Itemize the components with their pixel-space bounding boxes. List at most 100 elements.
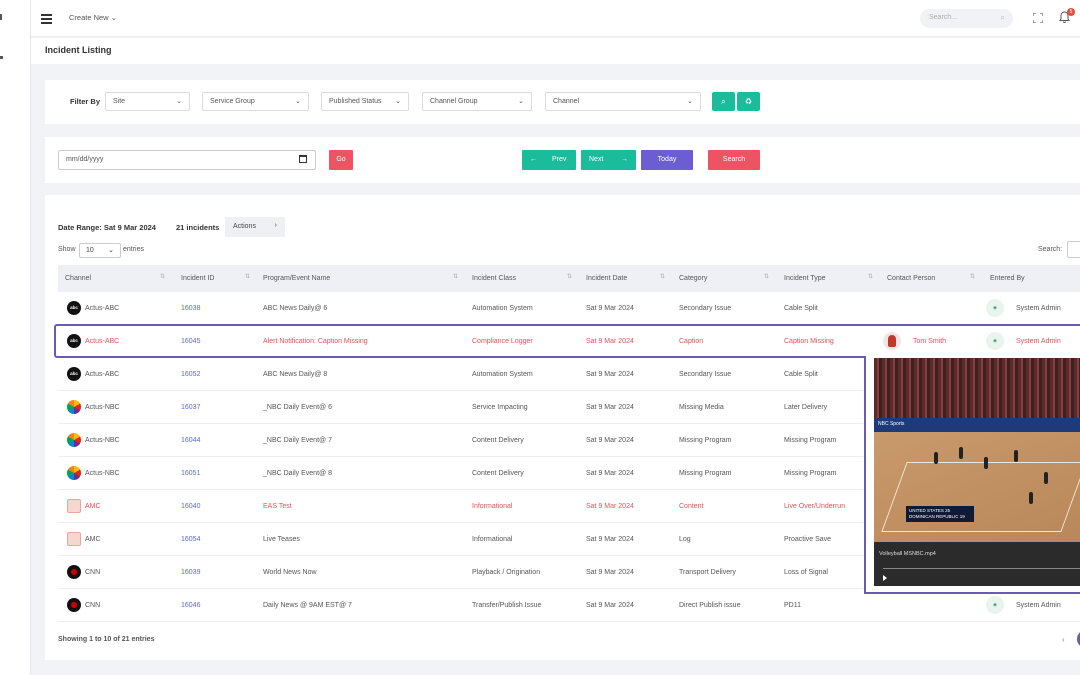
date-input[interactable]: mm/dd/yyyy — [58, 150, 316, 170]
filter-card: Filter By Site ⌄ Service Group ⌄ Published… — [45, 80, 1080, 124]
prev-button[interactable]: ← Prev — [522, 150, 576, 170]
sort-icon[interactable]: ⇅ — [868, 274, 874, 280]
date-input-placeholder: mm/dd/yyyy — [66, 156, 104, 163]
go-button[interactable]: Go — [329, 150, 353, 170]
pagination-prev-icon[interactable]: ‹ — [1062, 635, 1065, 644]
class-cell: Automation System — [472, 305, 533, 312]
incident-id-link[interactable]: 16038 — [181, 305, 201, 312]
channel-cell: Actus-ABC — [85, 338, 120, 345]
program-cell: Live Teases — [263, 536, 300, 543]
incident-id-link[interactable]: 16039 — [181, 569, 201, 576]
column-header[interactable]: Incident ID — [181, 275, 215, 282]
column-header[interactable]: Channel — [65, 275, 92, 282]
table-row[interactable]: abc Actus-ABC 16038 ABC News Daily@ 6 Au… — [58, 292, 1080, 325]
incident-id-link[interactable]: 16040 — [181, 503, 201, 510]
menu-icon[interactable] — [41, 14, 52, 26]
play-icon[interactable] — [883, 575, 887, 581]
fullscreen-icon[interactable] — [1033, 13, 1043, 23]
entered-by-cell: System Admin — [1016, 602, 1061, 609]
channel-cell: CNN — [85, 602, 101, 609]
service-group-select[interactable]: Service Group ⌄ — [202, 92, 309, 111]
sidebar — [0, 0, 31, 675]
incident-id-link[interactable]: 16037 — [181, 404, 201, 411]
channel-cell: Actus-NBC — [85, 437, 120, 444]
incident-id-link[interactable]: 16051 — [181, 470, 201, 477]
service-group-label: Service Group — [210, 98, 255, 105]
incident-id-link[interactable]: 16044 — [181, 437, 201, 444]
table-row[interactable]: Actus-NBC 16044 _NBC Daily Event@ 7 Cont… — [58, 424, 1080, 457]
create-new-dropdown[interactable]: Create New ⌄ — [69, 13, 117, 22]
video-progress-bar[interactable] — [883, 568, 1080, 569]
class-cell: Informational — [472, 503, 513, 510]
sort-icon[interactable]: ⇅ — [567, 274, 573, 280]
video-player[interactable]: NBC Sports UNITED STATES 25 DOMINICAN REP… — [874, 358, 1080, 586]
table-row[interactable]: Actus-NBC 16051 _NBC Daily Event@ 8 Cont… — [58, 457, 1080, 490]
published-status-select[interactable]: Published Status ⌄ — [321, 92, 409, 111]
video-filename: Volleyball MSNBC.mp4 — [879, 551, 936, 557]
column-header[interactable]: Contact Person — [887, 275, 936, 282]
incident-id-link[interactable]: 16046 — [181, 602, 201, 609]
date-cell: Sat 9 Mar 2024 — [586, 602, 634, 609]
date-search-button[interactable]: Search — [708, 150, 760, 170]
filter-search-button[interactable]: ⌕ — [712, 92, 735, 111]
table-row[interactable]: AMC 16054 Live Teases Informational Sat … — [58, 523, 1080, 556]
abc-logo-icon: abc — [67, 301, 81, 315]
column-header[interactable]: Incident Class — [472, 275, 516, 282]
column-header[interactable]: Incident Type — [784, 275, 826, 282]
sort-icon[interactable]: ⇅ — [160, 274, 166, 280]
category-cell: Caption — [679, 338, 704, 345]
sort-icon[interactable]: ⇅ — [453, 274, 459, 280]
column-header[interactable]: Entered By — [990, 275, 1025, 282]
incident-id-link[interactable]: 16045 — [181, 338, 201, 345]
sort-icon[interactable]: ⇅ — [245, 274, 251, 280]
table-row[interactable]: CNN 16046 Daily News @ 9AM EST@ 7 Transf… — [58, 589, 1080, 622]
page-length-value: 10 — [86, 247, 94, 254]
table-row[interactable]: Actus-NBC 16037 _NBC Daily Event@ 6 Serv… — [58, 391, 1080, 424]
entries-label: entries — [123, 246, 145, 253]
pagination-current-page[interactable] — [1077, 630, 1080, 648]
calendar-icon[interactable] — [299, 155, 307, 163]
entered-by-cell: System Admin — [1016, 305, 1061, 312]
column-header[interactable]: Program/Event Name — [263, 275, 331, 282]
player-figure — [1044, 472, 1048, 484]
date-cell: Sat 9 Mar 2024 — [586, 503, 634, 510]
show-label: Show — [58, 246, 76, 253]
nbc-logo-icon — [67, 400, 81, 414]
video-scoreboard: UNITED STATES 25 DOMINICAN REPUBLIC 19 — [906, 506, 974, 522]
table-row[interactable]: abc Actus-ABC 16052 ABC News Daily@ 8 Au… — [58, 358, 1080, 391]
column-header[interactable]: Category — [679, 275, 708, 282]
table-row[interactable]: CNN 16039 World News Now Playback / Orig… — [58, 556, 1080, 589]
system-logo-icon: ◈ — [986, 332, 1004, 350]
type-cell: Caption Missing — [784, 338, 834, 345]
table-row[interactable]: AMC 16040 EAS Test Informational Sat 9 M… — [58, 490, 1080, 523]
abc-logo-icon: abc — [67, 367, 81, 381]
sort-icon[interactable]: ⇅ — [764, 274, 770, 280]
next-button[interactable]: Next → — [581, 150, 636, 170]
program-cell: _NBC Daily Event@ 6 — [263, 404, 332, 411]
sidebar-marker — [0, 56, 3, 59]
sort-icon[interactable]: ⇅ — [970, 274, 976, 280]
table-search-input[interactable] — [1067, 241, 1080, 258]
search-input[interactable]: Search... ⌕ — [920, 9, 1013, 28]
site-select[interactable]: Site ⌄ — [105, 92, 190, 111]
bell-icon[interactable] — [1059, 11, 1070, 23]
actions-button[interactable]: Actions › — [225, 217, 285, 237]
page-length-select[interactable]: 10 ⌄ — [79, 243, 121, 258]
date-cell: Sat 9 Mar 2024 — [586, 437, 634, 444]
filter-label: Filter By — [70, 97, 101, 106]
today-button[interactable]: Today — [641, 150, 693, 170]
column-header[interactable]: Incident Date — [586, 275, 628, 282]
sort-icon[interactable]: ⇅ — [660, 274, 666, 280]
system-logo-icon: ◈ — [986, 596, 1004, 614]
filter-reset-button[interactable]: ♻ — [737, 92, 760, 111]
date-cell: Sat 9 Mar 2024 — [586, 536, 634, 543]
category-cell: Secondary Issue — [679, 305, 732, 312]
table-header: Channel ⇅ Incident ID ⇅ Program/Event Name… — [58, 265, 1080, 292]
incident-id-link[interactable]: 16052 — [181, 371, 201, 378]
channel-select[interactable]: Channel ⌄ — [545, 92, 701, 111]
class-cell: Automation System — [472, 371, 533, 378]
incident-id-link[interactable]: 16054 — [181, 536, 201, 543]
entered-by-cell: System Admin — [1016, 338, 1061, 345]
channel-cell: CNN — [85, 569, 101, 576]
channel-group-select[interactable]: Channel Group ⌄ — [422, 92, 532, 111]
